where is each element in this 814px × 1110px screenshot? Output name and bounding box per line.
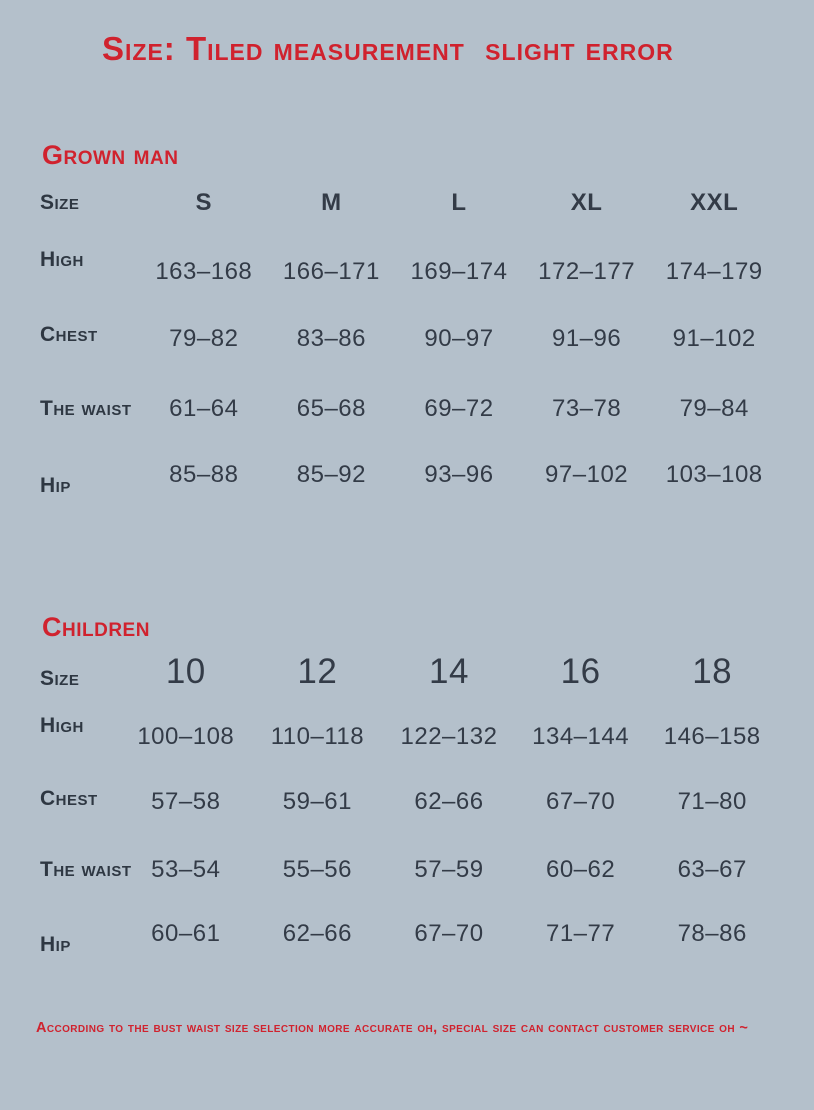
children-size-header-row: Size 10 12 14 16 18 [40,644,778,700]
row-label-high: High [40,714,84,737]
section-grown-man: Grown man Size S M L XL XXL High 163–168… [0,138,814,514]
grown-man-high-row: High 163–168 166–171 169–174 172–177 174… [40,234,778,304]
table-cell: 172–177 [538,258,636,285]
table-cell: 110–118 [270,723,365,750]
table-cell: 71–77 [545,920,616,947]
grown-man-waist-row: The waist 61–64 65–68 69–72 73–78 79–84 [40,374,778,444]
footnote-text: According to the bust waist size selecti… [36,1020,749,1036]
row-label-chest: Chest [40,323,98,346]
children-heading: Children [42,612,150,642]
size-header-xl: XL [570,189,603,216]
size-header-m: M [321,189,342,216]
table-cell: 79–82 [169,325,239,352]
size-header-12: 12 [297,652,338,691]
size-header-18: 18 [692,652,733,691]
table-cell: 78–86 [677,920,747,947]
size-header-xxl: XXL [690,189,739,216]
table-cell: 62–66 [414,788,484,815]
grown-man-table: Size S M L XL XXL High 163–168 166–171 1… [0,172,814,514]
row-label-high: High [40,248,84,271]
table-cell: 62–66 [282,920,353,947]
table-cell: 85–88 [169,461,239,488]
table-cell: 163–168 [155,258,253,285]
table-cell: 69–72 [424,395,494,422]
table-cell: 83–86 [296,325,367,352]
row-label-the-waist: The waist [40,858,132,881]
table-cell: 57–58 [151,788,221,815]
table-cell: 61–64 [169,395,239,422]
row-label-hip: Hip [40,933,71,956]
table-cell: 103–108 [665,461,763,488]
table-cell: 100–108 [137,723,235,750]
table-cell: 60–62 [545,856,616,883]
table-cell: 146–158 [663,723,761,750]
table-cell: 166–171 [282,258,380,285]
table-cell: 67–70 [414,920,484,947]
row-label-the-waist: The waist [40,397,132,420]
table-cell: 65–68 [296,395,367,422]
children-table: Size 10 12 14 16 18 High 100–108 110–118… [0,644,814,972]
row-label-hip: Hip [40,474,71,497]
row-label-size: Size [40,191,80,214]
children-chest-row: Chest 57–58 59–61 62–66 67–70 71–80 [40,768,778,836]
size-header-s: S [195,189,213,216]
table-cell: 60–61 [151,920,221,947]
table-cell: 91–96 [551,325,622,352]
row-label-size: Size [40,667,80,690]
grown-man-heading: Grown man [42,140,179,170]
table-cell: 67–70 [545,788,616,815]
table-cell: 55–56 [282,856,353,883]
table-cell: 63–67 [677,856,747,883]
table-cell: 134–144 [532,723,630,750]
table-cell: 122–132 [400,723,498,750]
table-cell: 174–179 [665,258,763,285]
table-cell: 53–54 [151,856,221,883]
section-children: Children Size 10 12 14 16 18 High 100–10… [0,610,814,972]
page-title: Size: Tiled measurement slight error [102,30,674,67]
table-cell: 79–84 [679,395,749,422]
table-cell: 169–174 [410,258,508,285]
size-header-16: 16 [560,652,601,691]
table-cell: 71–80 [677,788,747,815]
grown-man-hip-row: Hip 85–88 85–92 93–96 97–102 103–108 [40,444,778,514]
size-header-14: 14 [429,652,469,691]
row-label-chest: Chest [40,787,98,810]
size-chart-page: Size: Tiled measurement slight error Gro… [0,30,814,1110]
size-header-l: L [451,189,467,216]
size-header-10: 10 [165,652,206,691]
table-cell: 57–59 [414,856,484,883]
children-hip-row: Hip 60–61 62–66 67–70 71–77 78–86 [40,904,778,972]
table-cell: 73–78 [551,395,622,422]
grown-man-chest-row: Chest 79–82 83–86 90–97 91–96 91–102 [40,304,778,374]
children-high-row: High 100–108 110–118 122–132 134–144 146… [40,700,778,768]
table-cell: 91–102 [672,325,756,352]
table-cell: 97–102 [545,461,629,488]
table-cell: 59–61 [282,788,353,815]
children-waist-row: The waist 53–54 55–56 57–59 60–62 63–67 [40,836,778,904]
table-cell: 90–97 [424,325,494,352]
table-cell: 93–96 [424,461,494,488]
grown-man-size-header-row: Size S M L XL XXL [40,172,778,234]
table-cell: 85–92 [296,461,367,488]
